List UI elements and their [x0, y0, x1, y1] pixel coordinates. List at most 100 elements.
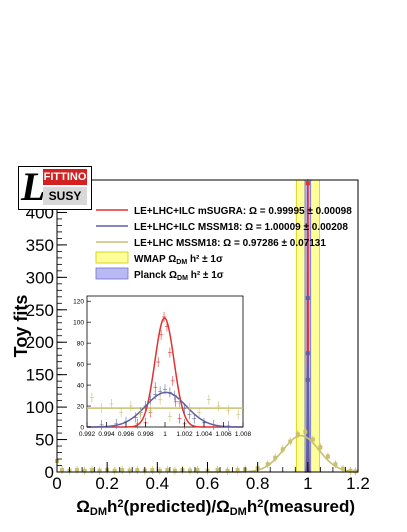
inset-point-series-3-14: [226, 405, 231, 416]
point-series-2-1: [305, 375, 310, 384]
marker: [273, 455, 278, 460]
inset-x-tick-label: 1.002: [176, 431, 193, 438]
inset-x-tick-label: 1: [163, 431, 167, 438]
inset-point-series-1-0: [135, 418, 140, 429]
inset-y-tick-label: 40: [77, 383, 85, 390]
inset-point-series-3-2: [109, 398, 114, 409]
marker: [280, 447, 285, 452]
inset-point-series-1-5: [159, 329, 164, 340]
y-tick-label: 200: [26, 333, 54, 352]
marker: [305, 181, 310, 186]
point-series-3-29: [288, 437, 293, 446]
point-series-3-33: [318, 443, 323, 452]
inset-point-series-3-1: [99, 403, 104, 414]
point-series-3-26: [265, 460, 270, 469]
inset-point-series-2-11: [172, 390, 177, 401]
point-series-3-36: [340, 464, 345, 473]
point-series-3-31: [303, 427, 308, 436]
marker: [295, 432, 300, 437]
inset-y-tick-label: 0: [80, 425, 84, 432]
marker: [265, 462, 270, 467]
marker: [348, 468, 353, 473]
point-series-3-6: [97, 466, 102, 475]
marker: [150, 468, 155, 473]
point-series-3-10: [127, 466, 132, 475]
marker: [215, 468, 220, 473]
inset-point-series-1-11: [177, 413, 182, 424]
point-series-3-14: [157, 466, 162, 475]
inset-y-tick-label: 120: [73, 299, 84, 306]
x-tick-label: 0: [52, 474, 61, 493]
point-series-3-11: [135, 466, 140, 475]
x-tick-label: 1: [303, 474, 312, 493]
marker: [135, 468, 140, 473]
point-series-3-38: [353, 467, 358, 476]
y-tick-label: 250: [26, 301, 54, 320]
marker: [235, 468, 240, 473]
legend-entry-1: LE+LHC+ILC mSUGRA: Ω = 0.99995 ± 0.00098: [96, 206, 352, 217]
logo-susy: SUSY: [43, 187, 87, 205]
inset-y-tick-label: 60: [77, 362, 85, 369]
y-tick-label: 350: [26, 236, 54, 255]
x-tick-label: 1.2: [346, 474, 370, 493]
inset-x-tick-label: 0.992: [79, 431, 96, 438]
inset-point-series-3-7: [158, 394, 163, 405]
point-series-3-19: [195, 466, 200, 475]
x-tick-label: 0.4: [146, 474, 170, 493]
inset-point-series-2-5: [143, 401, 148, 412]
marker: [325, 454, 330, 459]
x-axis-label: ΩDMh2(predicted)/ΩDMh2(measured): [76, 497, 355, 518]
inset-x-tick-label: 1.006: [215, 431, 232, 438]
legend-entry-2: LE+LHC+ILC MSSM18: Ω = 1.00009 ± 0.00208: [96, 222, 348, 233]
marker: [333, 462, 338, 467]
inset-point-series-3-9: [177, 398, 182, 409]
legend-entry-5: Planck ΩDM h² ± 1σ: [95, 267, 224, 282]
logo-letter: L: [21, 164, 46, 209]
inset-point-series-2-7: [153, 389, 158, 400]
point-series-1-0: [305, 179, 310, 188]
y-tick-label: 300: [26, 268, 54, 287]
legend-box: [95, 251, 129, 264]
point-series-3-35: [333, 460, 338, 469]
inset-point-series-2-10: [167, 387, 172, 398]
marker: [112, 468, 117, 473]
point-series-3-37: [348, 466, 353, 475]
point-series-3-5: [90, 466, 95, 475]
point-series-3-8: [112, 466, 117, 475]
inset-point-series-2-3: [133, 412, 138, 423]
marker: [195, 468, 200, 473]
inset-point-series-1-6: [162, 311, 167, 322]
inset-point-series-3-5: [138, 409, 143, 420]
marker: [187, 468, 192, 473]
point-series-3-18: [187, 466, 192, 475]
point-series-2-0: [305, 349, 310, 358]
x-tick-label: 0.2: [95, 474, 119, 493]
point-series-3-4: [82, 466, 87, 475]
marker: [157, 468, 162, 473]
inset-point-series-3-13: [216, 401, 221, 412]
y-tick-label: 150: [26, 366, 54, 385]
inset-point-series-2-18: [226, 420, 231, 431]
fittino-logo: L FITTINO SUSY: [18, 164, 92, 210]
logo-fittino: FITTINO: [43, 169, 87, 185]
point-series-3-13: [150, 466, 155, 475]
inset-point-series-3-15: [236, 409, 241, 420]
inset-point-series-2-13: [182, 403, 187, 414]
inset-point-series-1-7: [164, 321, 169, 332]
marker: [305, 377, 310, 382]
marker: [82, 468, 87, 473]
inset-x-tick-label: 1.004: [196, 431, 213, 438]
marker: [305, 296, 310, 301]
marker: [225, 468, 230, 473]
point-series-3-21: [215, 466, 220, 475]
inset-point-series-3-8: [167, 411, 172, 422]
marker: [172, 468, 177, 473]
inset-point-series-2-0: [99, 419, 104, 430]
inset-point-series-2-8: [158, 386, 163, 397]
inset-x-tick-label: 1.008: [235, 431, 252, 438]
legend-label: LE+LHC+ILC MSSM18: Ω = 1.00009 ± 0.00208: [134, 222, 348, 233]
marker: [288, 439, 293, 444]
inset-curve-series-1: [87, 317, 243, 428]
